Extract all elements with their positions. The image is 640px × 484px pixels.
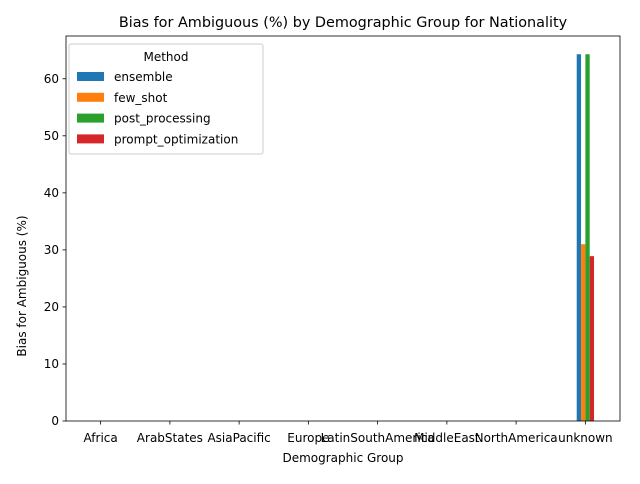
y-tick-label: 40 <box>44 186 59 200</box>
bar-post_processing-unknown <box>585 54 590 421</box>
legend-label-ensemble: ensemble <box>114 70 173 84</box>
y-axis-label: Bias for Ambiguous (%) <box>15 215 29 356</box>
legend-swatch-prompt_optimization <box>77 134 104 144</box>
y-tick-label: 50 <box>44 129 59 143</box>
x-tick-label: LatinSouthAmerica <box>321 431 435 445</box>
y-tick-label: 30 <box>44 243 59 257</box>
legend-title: Method <box>143 50 188 64</box>
chart-title: Bias for Ambiguous (%) by Demographic Gr… <box>119 15 568 31</box>
y-tick-label: 20 <box>44 300 59 314</box>
x-tick-label: NorthAmerica <box>475 431 558 445</box>
y-axis: 0 10 20 30 40 50 60 <box>44 72 66 428</box>
y-tick-label: 60 <box>44 72 59 86</box>
x-tick-label: Africa <box>84 431 118 445</box>
legend-label-few_shot: few_shot <box>114 91 168 105</box>
x-tick-label: unknown <box>558 431 613 445</box>
legend: Method ensemble few_shot post_processingpro… <box>68 43 264 155</box>
legend-box <box>68 43 264 155</box>
legend-swatch-few_shot <box>77 92 104 102</box>
x-tick-label: Europe <box>287 431 329 445</box>
bar-few_shot-unknown <box>581 244 586 421</box>
x-tick-label: AsiaPacific <box>207 431 270 445</box>
plot-area <box>65 35 621 422</box>
plot-frame <box>65 35 621 422</box>
legend-label-post_processing: post_processing <box>114 112 211 126</box>
bar-ensemble-unknown <box>576 54 582 421</box>
x-tick-label: ArabStates <box>137 431 203 445</box>
y-tick-label: 0 <box>51 414 59 428</box>
legend-swatch-ensemble <box>77 72 104 81</box>
x-tick-label: MiddleEast <box>414 431 480 445</box>
legend-label-prompt_optimization: prompt_optimization <box>114 132 238 146</box>
bar-prompt_optimization-unknown <box>589 256 595 421</box>
x-axis: Africa ArabStates AsiaPacific EuropeLatinSo… <box>84 421 613 445</box>
y-tick-label: 10 <box>44 357 59 371</box>
legend-swatch-post_processing <box>77 113 104 123</box>
x-axis-label: Demographic Group <box>282 451 403 465</box>
